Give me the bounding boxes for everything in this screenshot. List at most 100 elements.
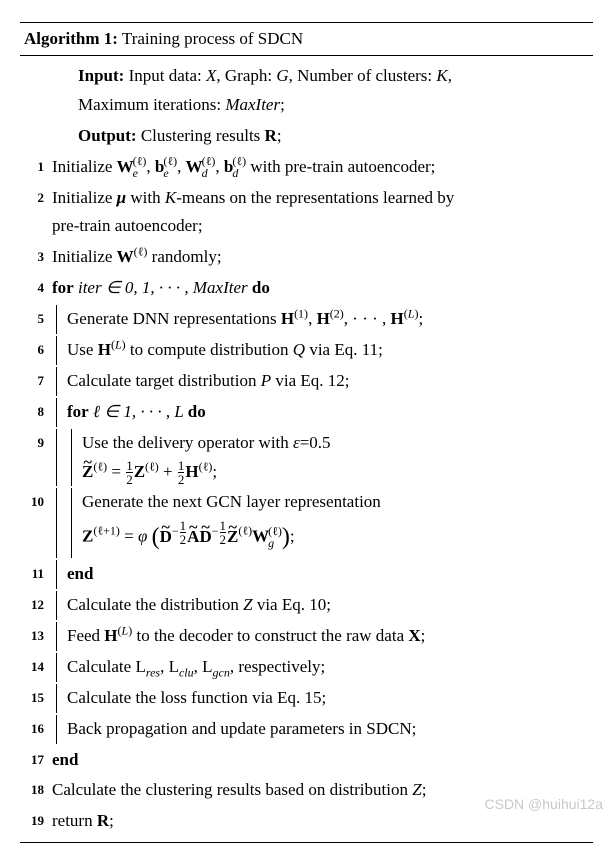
lineno: 10 xyxy=(20,488,52,513)
text: via Eq. 10; xyxy=(253,595,331,614)
var-Q: Q xyxy=(293,340,305,359)
math: Z xyxy=(82,527,93,546)
lineno: 3 xyxy=(20,243,52,268)
content: Calculate target distribution P via Eq. … xyxy=(52,367,593,396)
lineno: 11 xyxy=(20,560,52,585)
kw-end: end xyxy=(67,564,93,583)
content: end xyxy=(52,746,593,775)
content: Generate the next GCN layer representati… xyxy=(52,488,593,558)
text: Initialize xyxy=(52,157,117,176)
input-label: Input: xyxy=(78,66,124,85)
content: for iter ∈ 0, 1, · · · , MaxIter do xyxy=(52,274,593,303)
math: H xyxy=(317,309,330,328)
var-MaxIter: MaxIter xyxy=(225,95,280,114)
text: Input data: xyxy=(129,66,206,85)
supsub: (ℓ)e xyxy=(133,156,147,179)
math: L xyxy=(169,657,179,676)
content: Back propagation and update parameters i… xyxy=(52,715,593,744)
line-9: 9 Use the delivery operator with ε=0.5 Z… xyxy=(20,429,593,487)
supsub: (ℓ)d xyxy=(202,156,216,179)
text: ; xyxy=(421,626,426,645)
lineno: 17 xyxy=(20,746,52,771)
line-4: 4 for iter ∈ 0, 1, · · · , MaxIter do xyxy=(20,274,593,303)
math: φ xyxy=(138,527,147,546)
line-6: 6 Use H(L) to compute distribution Q via… xyxy=(20,336,593,365)
text: Maximum iterations: xyxy=(78,95,225,114)
text: Feed xyxy=(67,626,104,645)
algorithm-title: Algorithm 1: Training process of SDCN xyxy=(20,25,593,53)
math: W xyxy=(252,527,269,546)
line-15: 15 Calculate the loss function via Eq. 1… xyxy=(20,684,593,713)
text: , Number of clusters: xyxy=(289,66,437,85)
input-content: Input: Input data: X, Graph: G, Number o… xyxy=(52,62,593,120)
var-X: X xyxy=(408,626,420,645)
lineno: 9 xyxy=(20,429,52,454)
output-line: Output: Clustering results R; xyxy=(20,122,593,151)
lineno-blank xyxy=(20,122,52,125)
content: Calculate Lres, Lclu, Lgcn, respectively… xyxy=(52,653,593,682)
text: via Eq. 11; xyxy=(305,340,383,359)
lineno: 1 xyxy=(20,153,52,178)
lineno: 2 xyxy=(20,184,52,209)
text: ; xyxy=(418,309,423,328)
var-X: X xyxy=(206,66,216,85)
math: Z xyxy=(227,523,238,552)
math: W xyxy=(117,247,134,266)
line-7: 7 Calculate target distribution P via Eq… xyxy=(20,367,593,396)
title-text: Training process of SDCN xyxy=(122,29,303,48)
text: Calculate xyxy=(67,657,135,676)
rule-after-title xyxy=(20,55,593,56)
kw-for: for xyxy=(67,402,89,421)
text: Generate the next GCN layer representati… xyxy=(82,492,381,511)
supsub: (ℓ)d xyxy=(232,156,246,179)
lineno: 15 xyxy=(20,684,52,709)
var-P: P xyxy=(261,371,271,390)
content: Use H(L) to compute distribution Q via E… xyxy=(52,336,593,365)
math: Z xyxy=(134,462,145,481)
text: ; xyxy=(277,126,282,145)
math: L xyxy=(135,657,145,676)
lineno: 8 xyxy=(20,398,52,423)
content: Initialize μ with K-means on the represe… xyxy=(52,184,593,242)
line-14: 14 Calculate Lres, Lclu, Lgcn, respectiv… xyxy=(20,653,593,682)
text: ; xyxy=(280,95,285,114)
text: Calculate the clustering results based o… xyxy=(52,780,412,799)
kw-do: do xyxy=(252,278,270,297)
frac: 12 xyxy=(178,459,185,486)
lineno: 18 xyxy=(20,776,52,801)
line-13: 13 Feed H(L) to the decoder to construct… xyxy=(20,622,593,651)
lineno: 7 xyxy=(20,367,52,392)
var-mu: μ xyxy=(117,188,126,207)
content: end xyxy=(52,560,593,589)
var-K: K xyxy=(436,66,447,85)
watermark: CSDN @huihui12a xyxy=(485,796,604,812)
text: Calculate the loss function via Eq. 15; xyxy=(67,688,326,707)
line-12: 12 Calculate the distribution Z via Eq. … xyxy=(20,591,593,620)
var-Z: Z xyxy=(243,595,252,614)
text: , Graph: xyxy=(216,66,276,85)
text: Back propagation and update parameters i… xyxy=(67,719,416,738)
content: Initialize W(ℓ)e, b(ℓ)e, W(ℓ)d, b(ℓ)d wi… xyxy=(52,153,593,182)
title-prefix: Algorithm 1: xyxy=(24,29,118,48)
math: D xyxy=(160,523,172,552)
math: W xyxy=(117,157,134,176)
frac: 12 xyxy=(220,519,227,546)
content: Use the delivery operator with ε=0.5 Z(ℓ… xyxy=(52,429,593,487)
content: Generate DNN representations H(1), H(2),… xyxy=(52,305,593,334)
text: ; xyxy=(422,780,427,799)
content: Initialize W(ℓ) randomly; xyxy=(52,243,593,272)
text: Calculate the distribution xyxy=(67,595,243,614)
text: with xyxy=(126,188,165,207)
lineno: 12 xyxy=(20,591,52,616)
math: W xyxy=(186,157,203,176)
var-G: G xyxy=(276,66,288,85)
frac: 12 xyxy=(180,519,187,546)
line-10: 10 Generate the next GCN layer represent… xyxy=(20,488,593,558)
var-R: R xyxy=(97,811,109,830)
var-eps: ε xyxy=(293,433,300,452)
text: , respectively; xyxy=(230,657,325,676)
text: via Eq. 12; xyxy=(271,371,349,390)
math: L xyxy=(202,657,212,676)
algorithm-block: Algorithm 1: Training process of SDCN In… xyxy=(20,22,593,843)
math: A xyxy=(187,523,199,552)
